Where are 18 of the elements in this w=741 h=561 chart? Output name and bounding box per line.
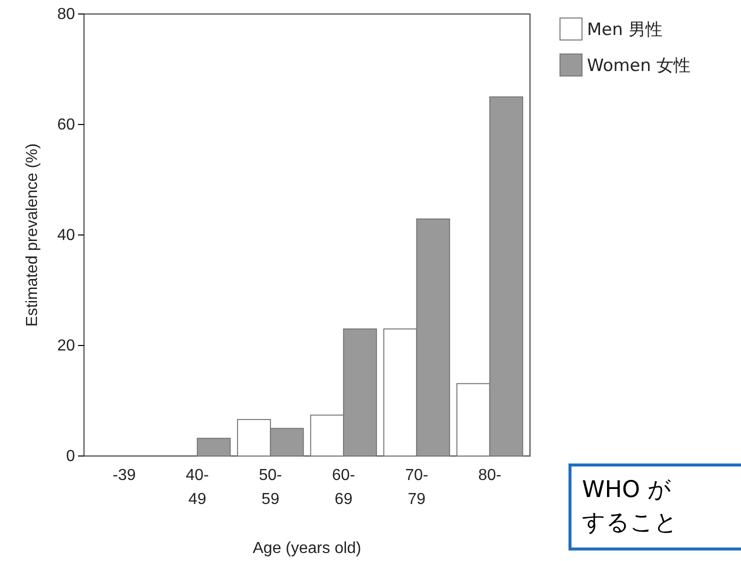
x-axis-title: Age (years old) (252, 540, 362, 557)
legend-label: Women 女性 (587, 56, 690, 76)
x-tick-label: 80- (478, 467, 502, 484)
x-tick-label: 70- 79 (405, 467, 428, 508)
legend-label: Men 男性 (587, 20, 662, 40)
text: WHO が (582, 477, 672, 503)
x-tick-label: 50- 59 (258, 467, 282, 508)
x-tick-label: -39 (112, 467, 136, 484)
y-tick-label: 60 (57, 116, 76, 134)
y-tick-label: 20 (57, 338, 76, 355)
y-tick-label: 40 (57, 227, 76, 244)
y-tick-label: 80 (57, 6, 76, 24)
y-axis-title: Estimated prevalence (%) (24, 143, 41, 327)
x-tick-label: 60- 69 (332, 467, 356, 508)
x-tick-label: 40- 49 (186, 467, 209, 508)
text: すること (582, 510, 678, 536)
bar (196, 438, 231, 456)
y-tick-label: 0 (66, 448, 76, 466)
